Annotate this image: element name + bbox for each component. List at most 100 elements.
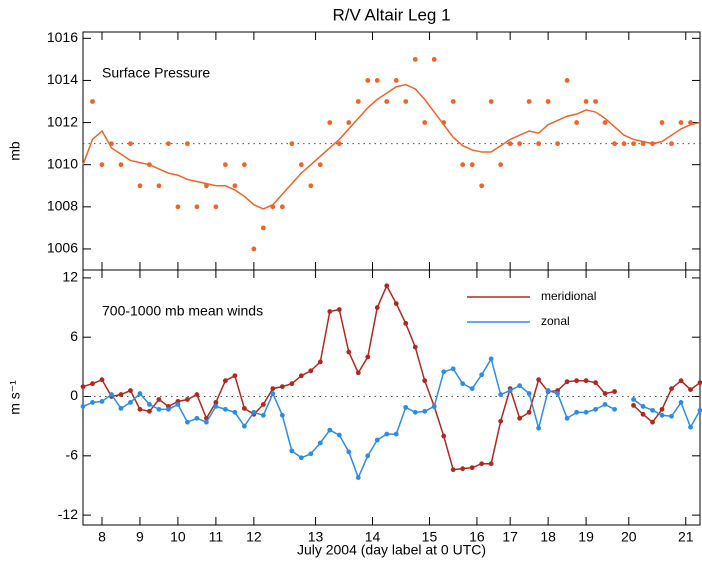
data-point — [175, 204, 181, 210]
data-point — [517, 383, 523, 389]
data-point — [669, 386, 674, 392]
data-point — [574, 378, 579, 384]
data-point — [393, 78, 399, 83]
data-point — [90, 99, 95, 104]
data-point — [650, 419, 655, 425]
data-point — [384, 283, 390, 289]
data-point — [156, 397, 162, 402]
y-axis-label: m s⁻¹ — [7, 380, 23, 415]
data-point — [185, 397, 190, 402]
data-point — [99, 377, 105, 383]
data-point — [403, 404, 409, 410]
data-point — [583, 409, 589, 415]
x-tick-label: 20 — [621, 529, 637, 545]
data-point — [602, 402, 608, 407]
data-point — [536, 141, 542, 147]
data-point — [403, 320, 409, 326]
data-point — [80, 384, 86, 390]
data-point — [431, 403, 437, 409]
data-point — [469, 386, 475, 392]
data-point — [393, 431, 399, 437]
data-point — [355, 370, 361, 376]
data-point — [659, 406, 665, 412]
x-tick-label: 15 — [422, 529, 438, 545]
data-point — [365, 354, 371, 360]
data-point — [555, 141, 561, 147]
data-point — [232, 183, 238, 189]
data-point — [365, 78, 371, 83]
data-point — [298, 373, 304, 379]
y-tick-label: 1012 — [47, 113, 78, 129]
data-point — [346, 449, 352, 455]
data-point — [555, 391, 561, 396]
data-point — [640, 403, 646, 409]
data-point — [412, 56, 418, 62]
data-point — [128, 400, 133, 405]
x-tick-label: 21 — [678, 529, 694, 545]
data-point — [602, 120, 608, 125]
data-point — [412, 409, 418, 415]
x-tick-label: 16 — [469, 529, 485, 545]
data-point — [355, 475, 361, 480]
data-point — [137, 391, 143, 396]
data-point — [80, 403, 86, 409]
data-point — [536, 377, 542, 383]
data-point — [488, 356, 494, 362]
data-point — [526, 409, 532, 415]
y-tick-label: -6 — [66, 447, 79, 463]
data-point — [593, 406, 598, 412]
data-point — [374, 437, 380, 443]
data-point — [650, 407, 655, 413]
x-tick-label: 18 — [540, 529, 556, 545]
y-axis-label: mb — [7, 141, 23, 161]
y-tick-label: 6 — [70, 328, 78, 344]
y-tick-label: 12 — [62, 269, 78, 285]
data-point — [185, 419, 190, 425]
data-point — [213, 400, 219, 405]
data-point — [517, 415, 523, 421]
x-tick-label: 10 — [170, 529, 186, 545]
annotation: 700-1000 mb mean winds — [102, 303, 263, 319]
data-point — [289, 448, 295, 454]
data-point — [697, 380, 702, 386]
data-point — [583, 378, 589, 384]
x-tick-label: 14 — [365, 529, 381, 545]
data-point — [222, 162, 228, 168]
data-point — [602, 391, 608, 396]
data-point — [422, 120, 428, 125]
data-point — [317, 162, 323, 168]
data-point — [697, 407, 702, 413]
data-point — [441, 369, 447, 375]
data-point — [507, 388, 513, 393]
chart-title: R/V Altair Leg 1 — [332, 5, 450, 24]
data-point — [289, 141, 295, 147]
data-point — [99, 162, 105, 168]
y-tick-label: -12 — [58, 506, 78, 522]
data-point — [137, 183, 143, 189]
data-point — [678, 120, 684, 125]
x-tick-label: 19 — [578, 529, 594, 545]
data-point — [128, 141, 133, 147]
data-point — [327, 427, 333, 433]
data-point — [678, 378, 684, 384]
data-point — [213, 403, 219, 409]
data-point — [241, 162, 247, 168]
data-point — [270, 386, 276, 392]
data-point — [279, 384, 285, 390]
data-point — [526, 391, 532, 396]
data-point — [460, 381, 466, 387]
data-point — [99, 399, 105, 404]
series-line — [82, 357, 615, 480]
plot-frame — [82, 269, 701, 526]
data-point — [241, 423, 247, 429]
data-point — [669, 413, 674, 419]
data-point — [270, 391, 276, 396]
data-point — [564, 379, 570, 385]
y-tick-label: 1010 — [47, 155, 78, 171]
data-point — [156, 183, 162, 189]
data-point — [631, 397, 636, 402]
data-point — [260, 225, 266, 231]
data-point — [488, 461, 494, 467]
y-tick-label: 1016 — [47, 29, 78, 45]
